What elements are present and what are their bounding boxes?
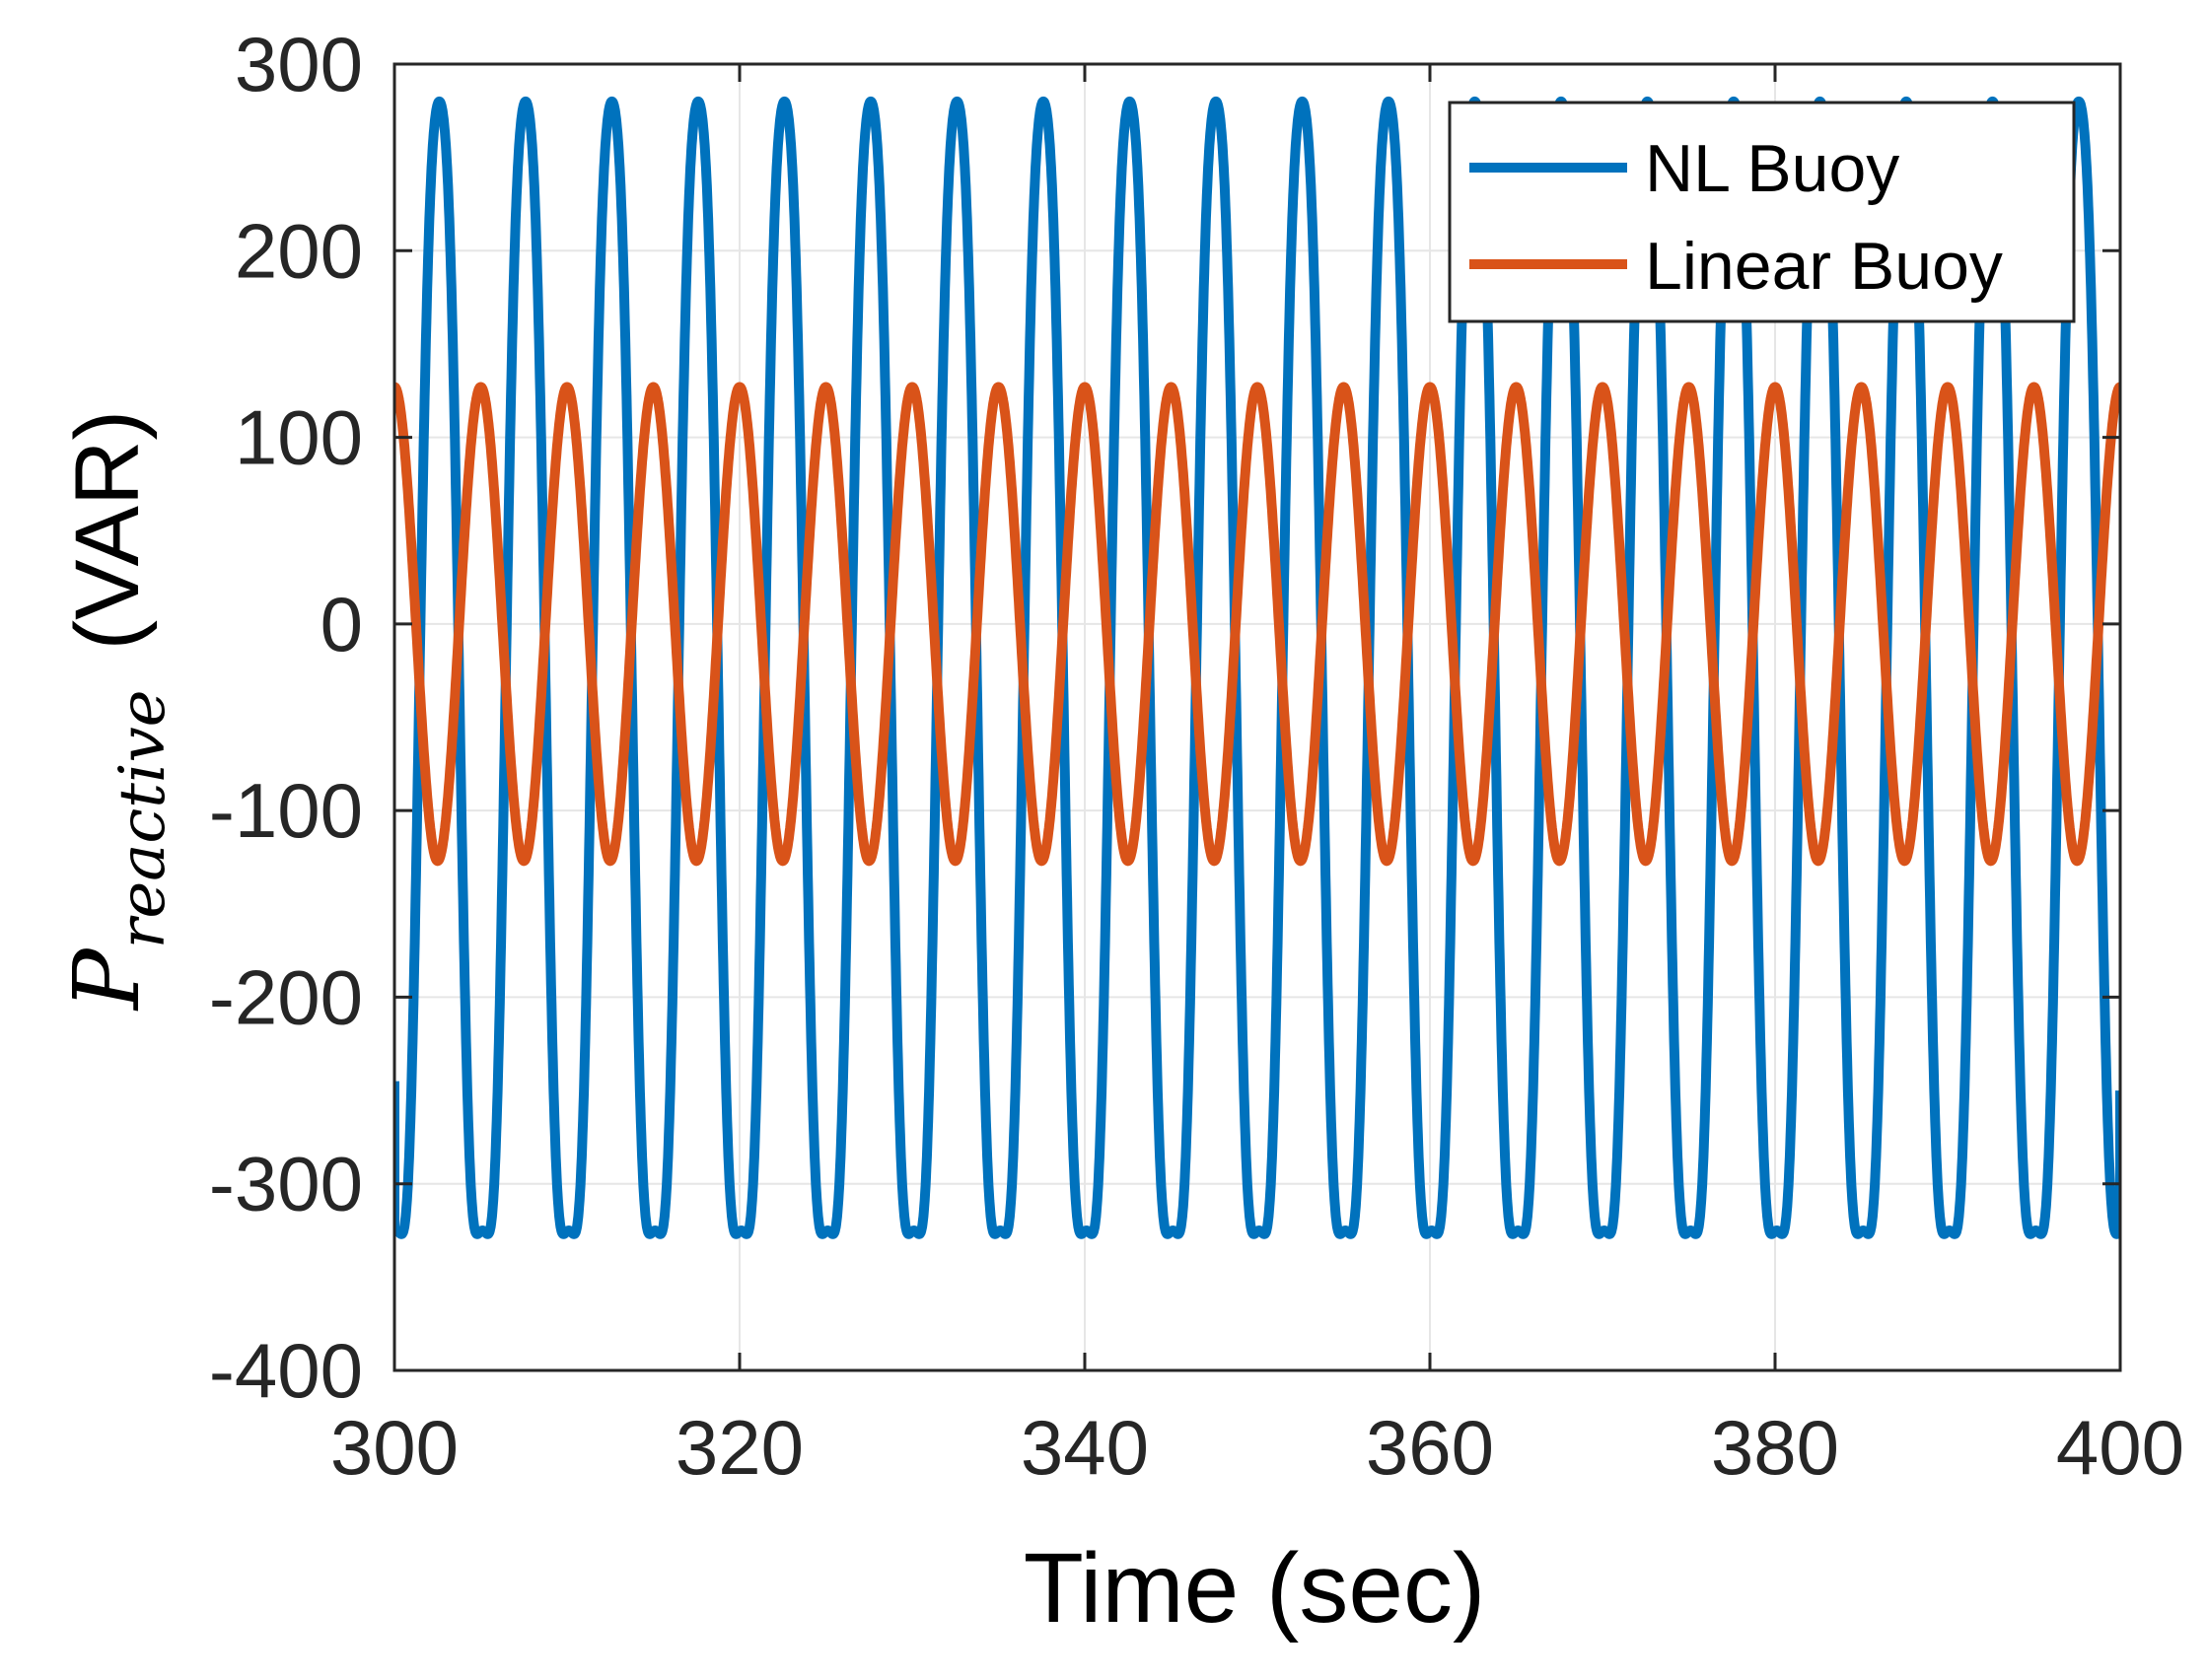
- legend-label-linear-buoy: Linear Buoy: [1645, 229, 2003, 304]
- legend: NL Buoy Linear Buoy: [1448, 101, 2076, 323]
- x-tick-label: 400: [2056, 1404, 2184, 1491]
- y-tick-label: -400: [209, 1327, 363, 1414]
- y-tick-label: 100: [235, 394, 363, 481]
- y-tick-label: -300: [209, 1141, 363, 1227]
- legend-label-nl-buoy: NL Buoy: [1645, 131, 1899, 206]
- x-tick-label: 320: [676, 1404, 804, 1491]
- plot-frame: [392, 62, 2122, 1372]
- y-axis-title: Preactive (VAR): [54, 410, 179, 1012]
- x-tick-labels: 300 320 340 360 380 400: [330, 1404, 2184, 1491]
- svg-text:Preactive(VAR): Preactive (VAR): [54, 410, 179, 1012]
- y-tick-label: -200: [209, 953, 363, 1040]
- y-axis-unit: (VAR): [57, 410, 158, 651]
- y-axis-symbol: P: [54, 946, 160, 1012]
- y-tick-label: 200: [235, 207, 363, 294]
- legend-box: [1448, 101, 2076, 323]
- y-axis-subscript: reactive: [107, 690, 179, 949]
- x-tick-label: 360: [1366, 1404, 1494, 1491]
- axis-ticks: [392, 62, 2122, 1372]
- series-line-linear-buoy: [394, 382, 2120, 867]
- x-tick-label: 380: [1711, 1404, 1839, 1491]
- y-tick-label: 0: [320, 581, 363, 667]
- y-tick-label: -100: [209, 767, 363, 854]
- x-axis-title: Time (sec): [1024, 1533, 1486, 1644]
- x-tick-label: 340: [1021, 1404, 1149, 1491]
- x-tick-label: 300: [330, 1404, 459, 1491]
- y-tick-label: 300: [235, 21, 363, 107]
- y-tick-labels: 300 200 100 0 -100 -200 -300 -400: [209, 21, 363, 1414]
